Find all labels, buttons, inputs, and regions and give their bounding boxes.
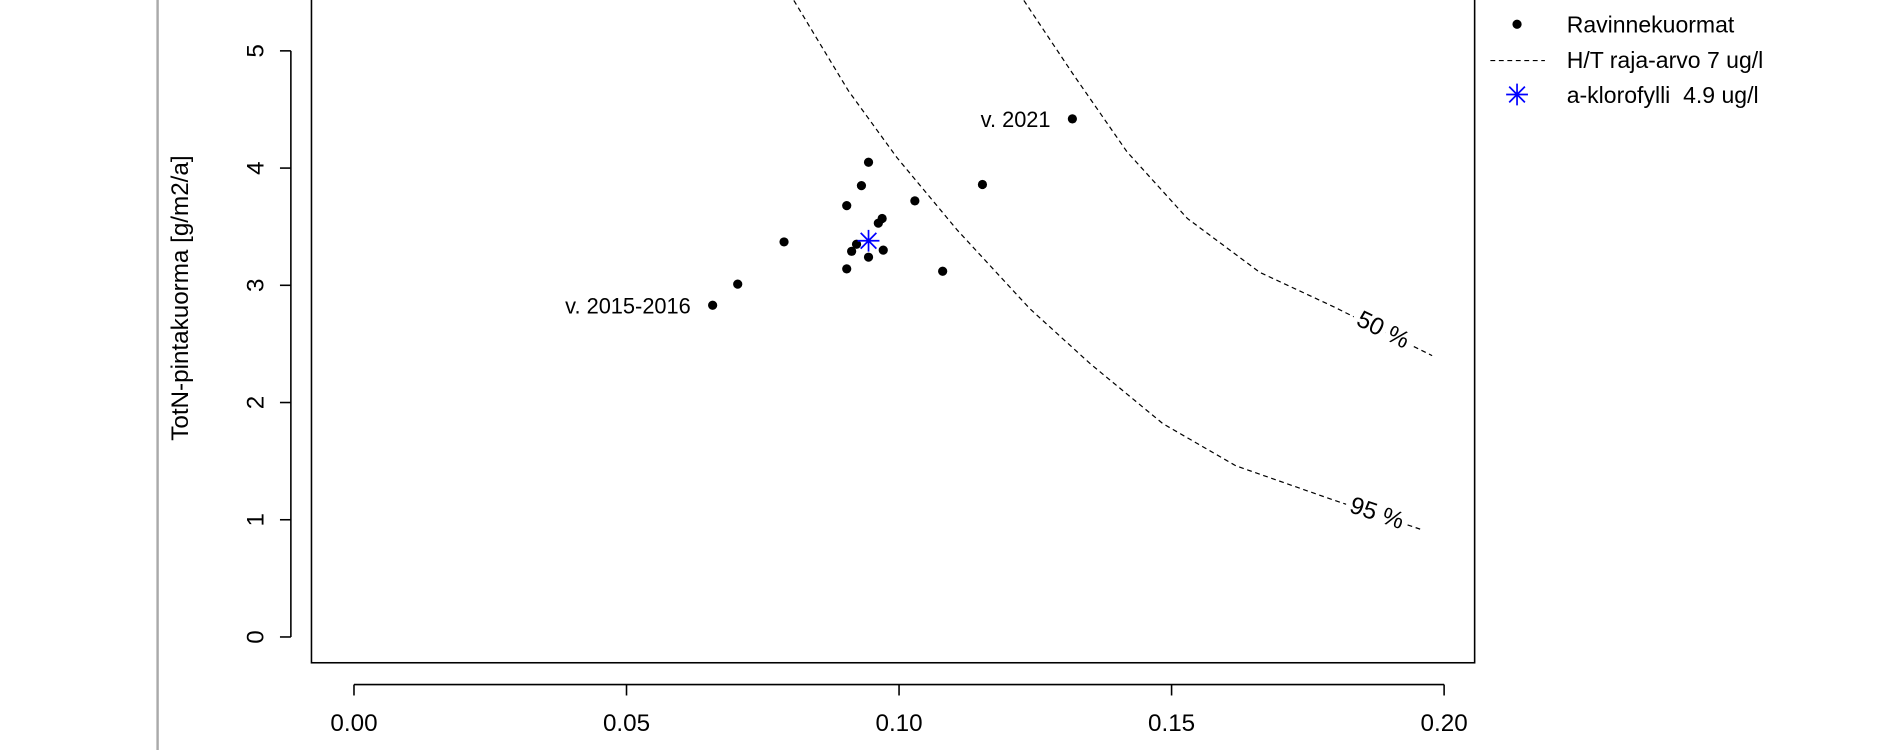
data-point: [708, 300, 718, 310]
legend-label: Ravinnekuormat: [1567, 12, 1735, 38]
annotation: v. 2015-2016: [565, 293, 691, 318]
x-tick-label: 0.20: [1421, 710, 1468, 737]
threshold-curve: [793, 0, 1421, 530]
data-point: [842, 200, 852, 211]
plot-area: [708, 0, 1433, 530]
data-point: [1067, 114, 1077, 124]
data-point: [733, 279, 743, 289]
data-point: [863, 252, 874, 262]
data-point: [856, 181, 867, 191]
y-tick-label: 3: [242, 279, 269, 292]
x-tick-label: 0.15: [1148, 710, 1195, 737]
data-point: [842, 264, 852, 274]
x-tick-label: 0.10: [875, 710, 922, 737]
annotation: v. 2021: [981, 107, 1051, 132]
y-tick-label: 0: [242, 630, 269, 643]
y-axis-label: TotN-pintakuorma [g/m2/a]: [167, 155, 194, 440]
data-point: [877, 213, 887, 224]
data-point: [910, 196, 920, 206]
legend-label: a-klorofylli 4.9 ug/l: [1567, 82, 1759, 108]
y-tick-label: 1: [242, 513, 269, 526]
data-point: [977, 179, 988, 190]
data-point: [878, 245, 888, 255]
x-tick-label: 0.05: [603, 710, 650, 737]
legend-label: H/T raja-arvo 7 ug/l: [1567, 47, 1764, 73]
plot-box: [310, 0, 1476, 664]
legend-marker: [1512, 19, 1522, 29]
star-point: [857, 229, 880, 252]
y-tick-label: 5: [242, 44, 269, 57]
legend-marker: [1506, 83, 1528, 106]
threshold-curve: [1023, 0, 1433, 357]
data-point: [863, 157, 874, 167]
x-tick-label: 0.00: [330, 710, 377, 737]
data-point: [847, 246, 857, 256]
data-point: [851, 239, 862, 249]
data-point: [938, 266, 948, 276]
data-point: [779, 237, 789, 247]
y-tick-label: 2: [242, 396, 269, 409]
y-tick-label: 4: [242, 161, 269, 174]
